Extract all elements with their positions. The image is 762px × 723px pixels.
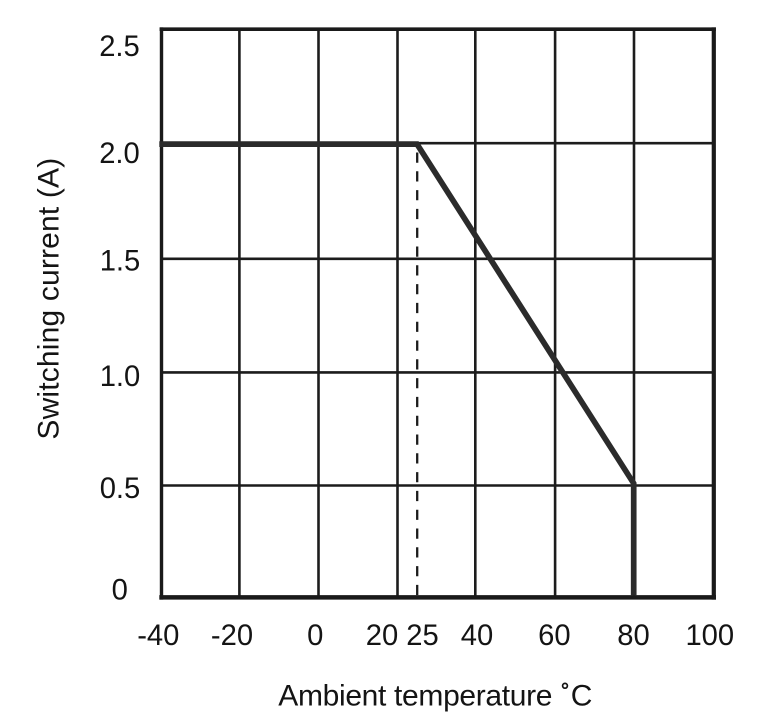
svg-text:1.5: 1.5 [100, 246, 141, 278]
svg-text:0: 0 [112, 575, 128, 607]
svg-text:1.0: 1.0 [100, 361, 141, 393]
svg-text:0.5: 0.5 [100, 473, 141, 505]
svg-text:Switching current (A): Switching current (A) [33, 158, 66, 440]
svg-text:2.0: 2.0 [99, 138, 140, 170]
svg-text:2.5: 2.5 [99, 31, 140, 63]
svg-text:100: 100 [685, 620, 734, 652]
svg-text:-40: -40 [137, 620, 179, 652]
svg-text:60: 60 [538, 620, 570, 652]
svg-text:20: 20 [366, 620, 398, 652]
svg-text:C: C [571, 679, 593, 712]
svg-text:-20: -20 [211, 620, 253, 652]
svg-text:0: 0 [307, 620, 323, 652]
svg-text:Ambient temperature: Ambient temperature [278, 679, 552, 712]
svg-text:80: 80 [617, 620, 649, 652]
svg-text:40: 40 [461, 620, 493, 652]
svg-text:25: 25 [406, 620, 438, 652]
